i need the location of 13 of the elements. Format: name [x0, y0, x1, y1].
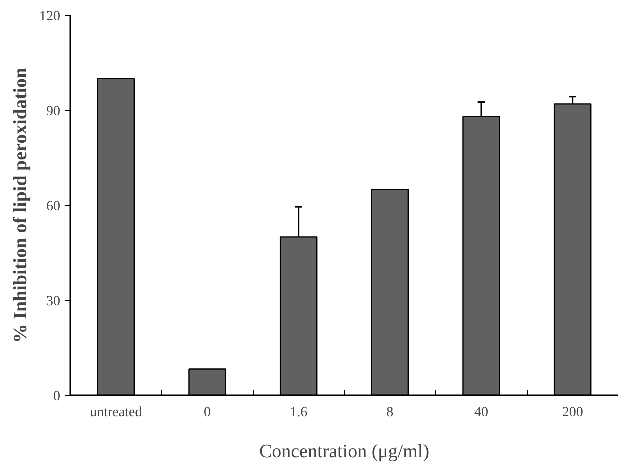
x-tick-label: untreated	[90, 406, 142, 420]
x-axis-title: Concentration (μg/ml)	[259, 442, 430, 462]
x-tick-label: 1.6	[290, 406, 308, 420]
x-tick-label: 0	[204, 406, 211, 420]
y-tick-label: 30	[46, 294, 60, 310]
y-axis-title: % Inhibition of lipid peroxidation	[10, 67, 32, 344]
y-tick-label: 0	[54, 390, 60, 404]
x-tick-label: 40	[474, 406, 488, 420]
x-tick-label: 200	[562, 406, 584, 420]
x-tick-label: 8	[386, 406, 394, 420]
y-tick-label: 60	[46, 200, 60, 214]
y-tick-label: 90	[46, 104, 60, 120]
y-tick-label: 120	[40, 10, 60, 24]
